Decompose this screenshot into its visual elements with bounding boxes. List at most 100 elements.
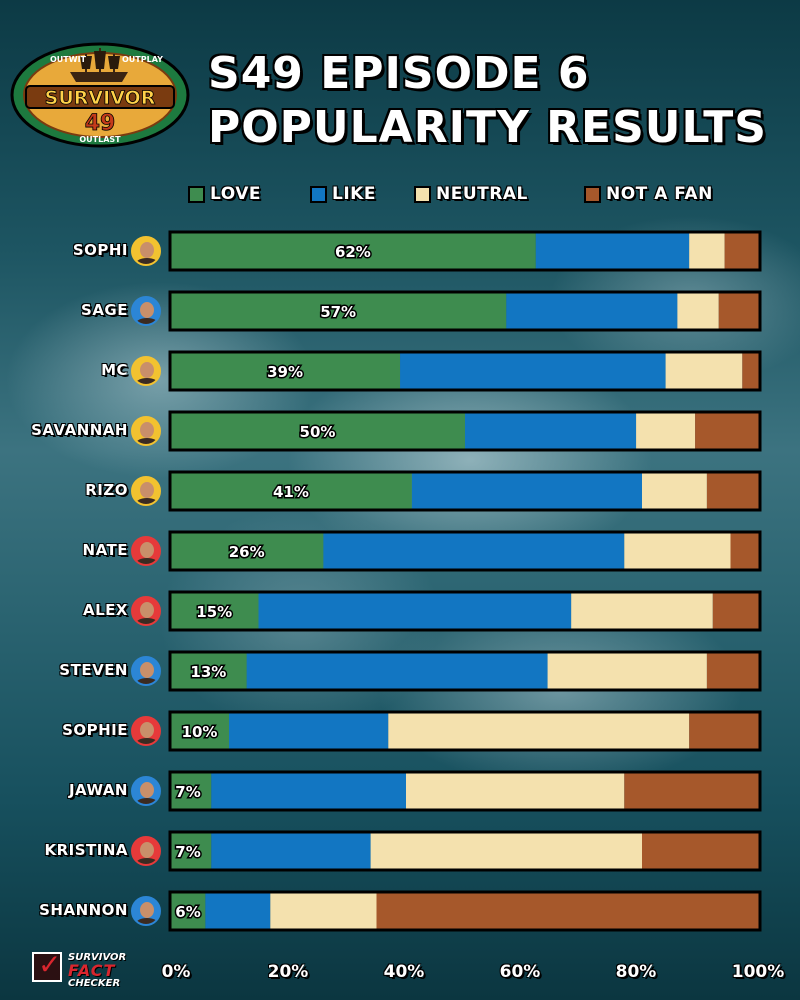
fc-line-1: SURVIVOR xyxy=(68,952,127,963)
bar-mc-neutral xyxy=(665,352,743,390)
bar-outline-alex xyxy=(168,590,762,632)
avatar-jawan xyxy=(131,776,161,806)
bar-savannah-like xyxy=(465,412,637,450)
bar-savannah-neutral xyxy=(636,412,696,450)
avatar-kristina xyxy=(131,836,161,866)
bar-sage-not-a-fan xyxy=(718,292,760,330)
row-label-sage: SAGE xyxy=(81,301,128,319)
bar-mc-love xyxy=(170,352,401,390)
bar-sophi-love xyxy=(170,232,536,270)
row-label-shannon: SHANNON xyxy=(39,901,128,919)
data-label-kristina: 7% xyxy=(175,843,200,861)
bar-shannon-like xyxy=(205,892,271,930)
data-label-jawan: 7% xyxy=(175,783,200,801)
x-tick-40: 40% xyxy=(383,962,425,982)
bar-outline-nate xyxy=(168,530,762,572)
avatar-rizo xyxy=(131,476,161,506)
bar-kristina-not-a-fan xyxy=(642,832,760,870)
bar-alex-like xyxy=(258,592,572,630)
bar-outline-sage xyxy=(168,290,762,332)
bar-nate-neutral xyxy=(624,532,731,570)
row-label-steven: STEVEN xyxy=(59,661,128,679)
bar-steven-love xyxy=(170,652,247,690)
bar-sage-like xyxy=(506,292,678,330)
bar-kristina-like xyxy=(211,832,371,870)
row-label-nate: NATE xyxy=(82,541,128,559)
bar-steven-not-a-fan xyxy=(706,652,760,690)
bar-sophie-not-a-fan xyxy=(689,712,760,750)
bar-outline-mc xyxy=(168,350,762,392)
legend-item-like: LIKE xyxy=(310,184,376,204)
legend-label-not-a-fan: NOT A FAN xyxy=(606,184,713,204)
row-label-kristina: KRISTINA xyxy=(44,841,128,859)
bar-jawan-not-a-fan xyxy=(624,772,760,810)
bar-alex-neutral xyxy=(571,592,713,630)
data-label-savannah: 50% xyxy=(300,423,336,441)
data-label-sage: 57% xyxy=(320,303,356,321)
logo-title: SURVIVOR xyxy=(45,87,156,109)
row-label-alex: ALEX xyxy=(83,601,128,619)
row-label-savannah: SAVANNAH xyxy=(31,421,128,439)
bar-outline-shannon xyxy=(168,890,762,932)
bar-outline-savannah xyxy=(168,410,762,452)
x-tick-80: 80% xyxy=(615,962,657,982)
avatar-steven xyxy=(131,656,161,686)
bar-rizo-love xyxy=(170,472,412,510)
logo-outlast: OUTLAST xyxy=(79,135,121,144)
legend-swatch-neutral xyxy=(414,185,431,203)
bar-mc-like xyxy=(400,352,666,390)
bar-kristina-love xyxy=(170,832,212,870)
bar-nate-like xyxy=(323,532,625,570)
bar-sophi-not-a-fan xyxy=(724,232,760,270)
row-label-jawan: JAWAN xyxy=(68,781,128,799)
data-label-nate: 26% xyxy=(229,543,265,561)
fc-line-2: FACT xyxy=(68,961,116,980)
bar-shannon-love xyxy=(170,892,206,930)
avatar-mc xyxy=(131,356,161,386)
bar-steven-neutral xyxy=(547,652,707,690)
bar-sophi-neutral xyxy=(689,232,725,270)
bar-sage-neutral xyxy=(677,292,719,330)
bar-outline-sophie xyxy=(168,710,762,752)
bar-outline-jawan xyxy=(168,770,762,812)
data-label-mc: 39% xyxy=(267,363,303,381)
legend-swatch-not-a-fan xyxy=(584,185,601,203)
data-label-rizo: 41% xyxy=(273,483,309,501)
x-tick-100: 100% xyxy=(731,962,785,982)
data-label-sophi: 62% xyxy=(335,243,371,261)
legend-label-like: LIKE xyxy=(332,184,376,204)
bar-jawan-love xyxy=(170,772,212,810)
bar-sophie-like xyxy=(229,712,389,750)
avatar-sophi xyxy=(131,236,161,266)
bar-sophi-like xyxy=(535,232,690,270)
legend-swatch-love xyxy=(188,185,205,203)
bar-mc-not-a-fan xyxy=(742,352,760,390)
bar-rizo-like xyxy=(411,472,642,510)
data-label-sophie: 10% xyxy=(182,723,218,741)
legend-item-not-a-fan: NOT A FAN xyxy=(584,184,713,204)
row-label-sophi: SOPHI xyxy=(72,241,128,259)
bar-sophie-love xyxy=(170,712,229,750)
bar-jawan-like xyxy=(211,772,406,810)
legend-item-neutral: NEUTRAL xyxy=(414,184,528,204)
bar-sage-love xyxy=(170,292,507,330)
legend-label-love: LOVE xyxy=(210,184,261,204)
row-label-sophie: SOPHIE xyxy=(62,721,128,739)
survivor-49-logo: SURVIVOR 49 OUTWIT OUTPLAY OUTLAST xyxy=(10,42,190,148)
logo-outwit: OUTWIT xyxy=(50,55,87,64)
avatar-alex xyxy=(131,596,161,626)
x-tick-60: 60% xyxy=(499,962,541,982)
bar-shannon-neutral xyxy=(270,892,377,930)
bar-sophie-neutral xyxy=(388,712,690,750)
row-label-mc: MC xyxy=(101,361,128,379)
chart-legend: LOVE LIKE NEUTRAL NOT A FAN xyxy=(188,184,748,210)
data-label-alex: 15% xyxy=(196,603,232,621)
logo-number: 49 xyxy=(85,111,116,136)
bar-rizo-neutral xyxy=(642,472,707,510)
bar-savannah-love xyxy=(170,412,465,450)
survivor-fact-checker-logo: ✓ SURVIVOR FACT CHECKER xyxy=(32,948,142,990)
bar-nate-not-a-fan xyxy=(730,532,760,570)
data-label-steven: 13% xyxy=(190,663,226,681)
x-tick-0: 0% xyxy=(161,962,191,982)
